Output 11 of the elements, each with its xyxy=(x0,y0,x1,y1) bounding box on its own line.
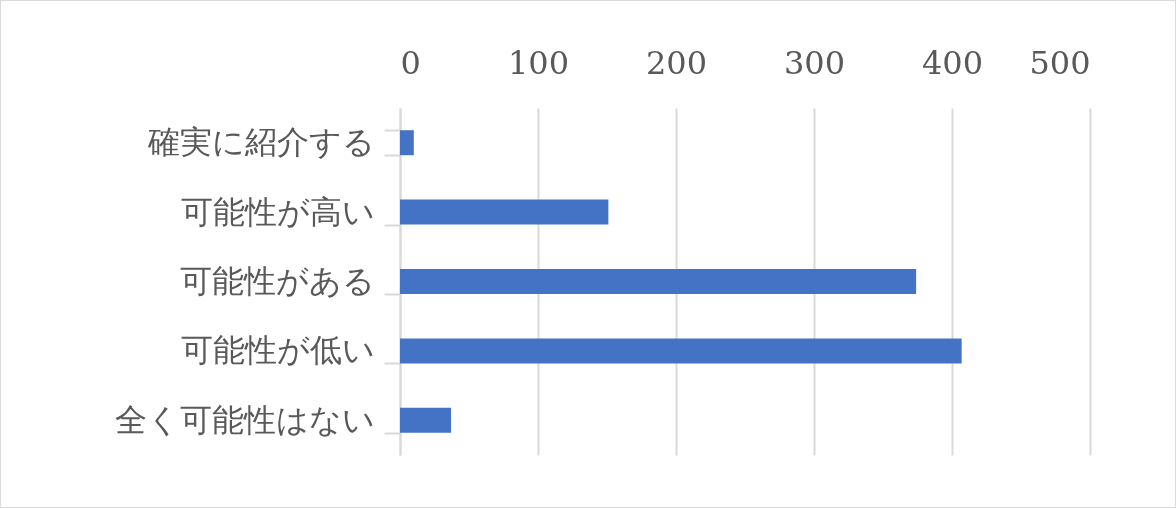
x-tick-label: 0 xyxy=(400,43,421,82)
y-tick-label: 可能性が高い xyxy=(180,192,375,231)
x-tick-label: 400 xyxy=(921,43,984,82)
x-tick-label: 200 xyxy=(645,43,708,82)
x-tick-label: 100 xyxy=(507,43,570,82)
y-tick-label: 確実に紹介する xyxy=(146,123,375,162)
y-tick-label: 全く可能性はない xyxy=(114,400,375,439)
x-tick-label: 500 xyxy=(1029,43,1091,82)
y-tick-label: 可能性が低い xyxy=(180,331,375,370)
x-tick-label: 300 xyxy=(783,43,846,82)
y-tick-label: 可能性がある xyxy=(179,262,375,300)
